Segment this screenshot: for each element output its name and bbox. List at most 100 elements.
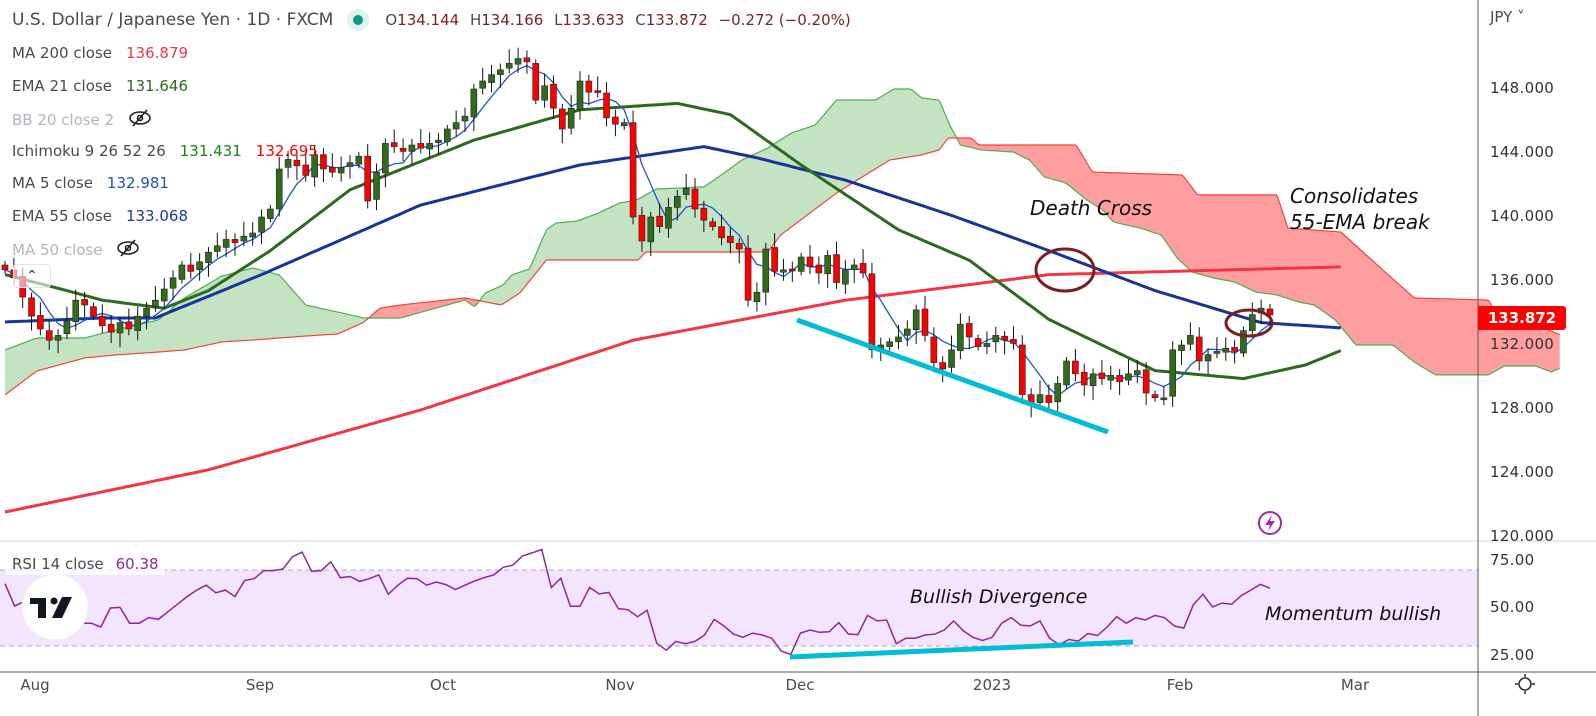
legend-label: MA 200 close <box>12 44 113 62</box>
candle <box>691 178 699 218</box>
candle-body-up <box>426 143 433 150</box>
candle-body-up <box>258 216 265 233</box>
candle <box>258 209 265 245</box>
legend-value: 136.879 <box>126 44 189 62</box>
candle-body-down <box>302 164 310 176</box>
symbol-title[interactable]: U.S. Dollar / Japanese Yen · 1D · FXCM <box>12 10 334 30</box>
candle <box>576 71 584 120</box>
candle <box>992 326 1000 353</box>
candle-body-up <box>1222 347 1230 353</box>
consolidates-note-line2[interactable]: 55-EMA break <box>1290 210 1430 234</box>
currency-selector[interactable]: JPY ˅ <box>1490 8 1525 26</box>
candle-body-up <box>267 208 274 219</box>
candle <box>957 313 964 360</box>
candle-body-down <box>81 299 88 306</box>
candle-body-down <box>700 207 708 221</box>
bullish-divergence-note[interactable]: Bullish Divergence <box>910 586 1088 608</box>
candle-body-up <box>214 245 221 252</box>
candle <box>1204 348 1212 375</box>
rsi-trendline[interactable] <box>789 639 1134 660</box>
candle <box>771 233 778 277</box>
candle <box>585 74 593 106</box>
candle-body-down <box>656 215 663 227</box>
candle-body-down <box>320 154 327 170</box>
eye-slash-icon[interactable] <box>128 109 152 131</box>
legend-row[interactable]: MA 50 close <box>12 239 140 261</box>
market-status-icon <box>347 9 370 31</box>
candle-body-up <box>1107 375 1115 381</box>
lightning-icon[interactable] <box>1258 511 1282 535</box>
candle-body-up <box>904 328 911 336</box>
consolidates-note-line1[interactable]: Consolidates <box>1290 184 1419 208</box>
candle <box>196 253 203 281</box>
candle-body-up <box>1213 351 1221 354</box>
candle-body-down <box>559 108 566 130</box>
death-cross-circle[interactable] <box>1034 247 1096 293</box>
candle <box>320 148 327 183</box>
candle <box>107 315 115 344</box>
candle-body-up <box>355 155 363 165</box>
candle-body-up <box>797 256 805 272</box>
collapse-legend-button[interactable]: ⌃ <box>13 264 51 288</box>
candle <box>72 289 80 331</box>
candle-body-up <box>948 349 955 368</box>
death-cross-note[interactable]: Death Cross <box>1030 196 1153 220</box>
candle-body-down <box>612 116 619 125</box>
candle-body-down <box>329 167 336 173</box>
rsi-tick-label: 75.00 <box>1490 550 1535 569</box>
candle-body-up <box>63 320 71 335</box>
candle <box>382 138 389 188</box>
candle-body-up <box>134 315 141 331</box>
candle <box>479 67 486 95</box>
candle <box>37 302 44 336</box>
legend-row[interactable]: MA 5 close 132.981 <box>12 174 169 192</box>
ema-break-circle[interactable] <box>1224 308 1274 338</box>
ma200-line <box>4 265 1341 514</box>
candle <box>284 150 292 179</box>
time-label: Dec <box>785 676 815 694</box>
candle <box>214 232 221 258</box>
candle <box>293 155 301 181</box>
candle <box>99 304 106 334</box>
legend-row[interactable]: EMA 21 close 131.646 <box>12 77 188 95</box>
candle-body-up <box>762 248 770 293</box>
candle-body-down <box>806 256 814 267</box>
candle-body-up <box>346 162 354 167</box>
eye-slash-icon[interactable] <box>116 239 140 261</box>
legend-row[interactable]: EMA 55 close 133.068 <box>12 207 188 225</box>
candle-body-up <box>143 307 150 317</box>
legend-row[interactable]: MA 200 close 136.879 <box>12 44 188 62</box>
price-tick-label: 128.000 <box>1490 399 1555 417</box>
candle-body-up <box>842 269 849 285</box>
candle-body-down <box>1231 347 1238 352</box>
candle-body-up <box>505 63 513 69</box>
candle <box>1107 365 1115 390</box>
rsi-legend: RSI 14 close 60.38 <box>6 553 165 575</box>
candle <box>833 241 840 289</box>
candle <box>1240 326 1247 357</box>
candle-body-down <box>939 362 946 370</box>
candle-body-down <box>1072 360 1079 375</box>
candle <box>523 50 531 74</box>
candle <box>90 302 97 321</box>
candle-body-down <box>585 80 593 93</box>
candle-body-up <box>1054 383 1061 403</box>
candle <box>1195 327 1203 371</box>
legend-row[interactable]: Ichimoku 9 26 52 26 131.431 132.695 <box>12 142 318 160</box>
momentum-note[interactable]: Momentum bullish <box>1265 603 1442 625</box>
candle <box>1089 368 1097 401</box>
candle-body-down <box>868 273 876 351</box>
candle-body-up <box>850 264 858 271</box>
legend-row[interactable]: BB 20 close 2 <box>12 109 152 131</box>
tradingview-logo[interactable] <box>21 573 89 641</box>
settings-icon[interactable] <box>1515 674 1535 694</box>
ichimoku-span-a-line <box>4 88 1560 376</box>
price-trendline[interactable] <box>796 317 1109 435</box>
candle <box>1072 349 1079 382</box>
candle <box>125 308 133 336</box>
candle <box>797 253 805 276</box>
candle <box>143 301 150 330</box>
candle-body-down <box>293 159 301 167</box>
rsi-tick-label: 50.00 <box>1490 598 1535 616</box>
